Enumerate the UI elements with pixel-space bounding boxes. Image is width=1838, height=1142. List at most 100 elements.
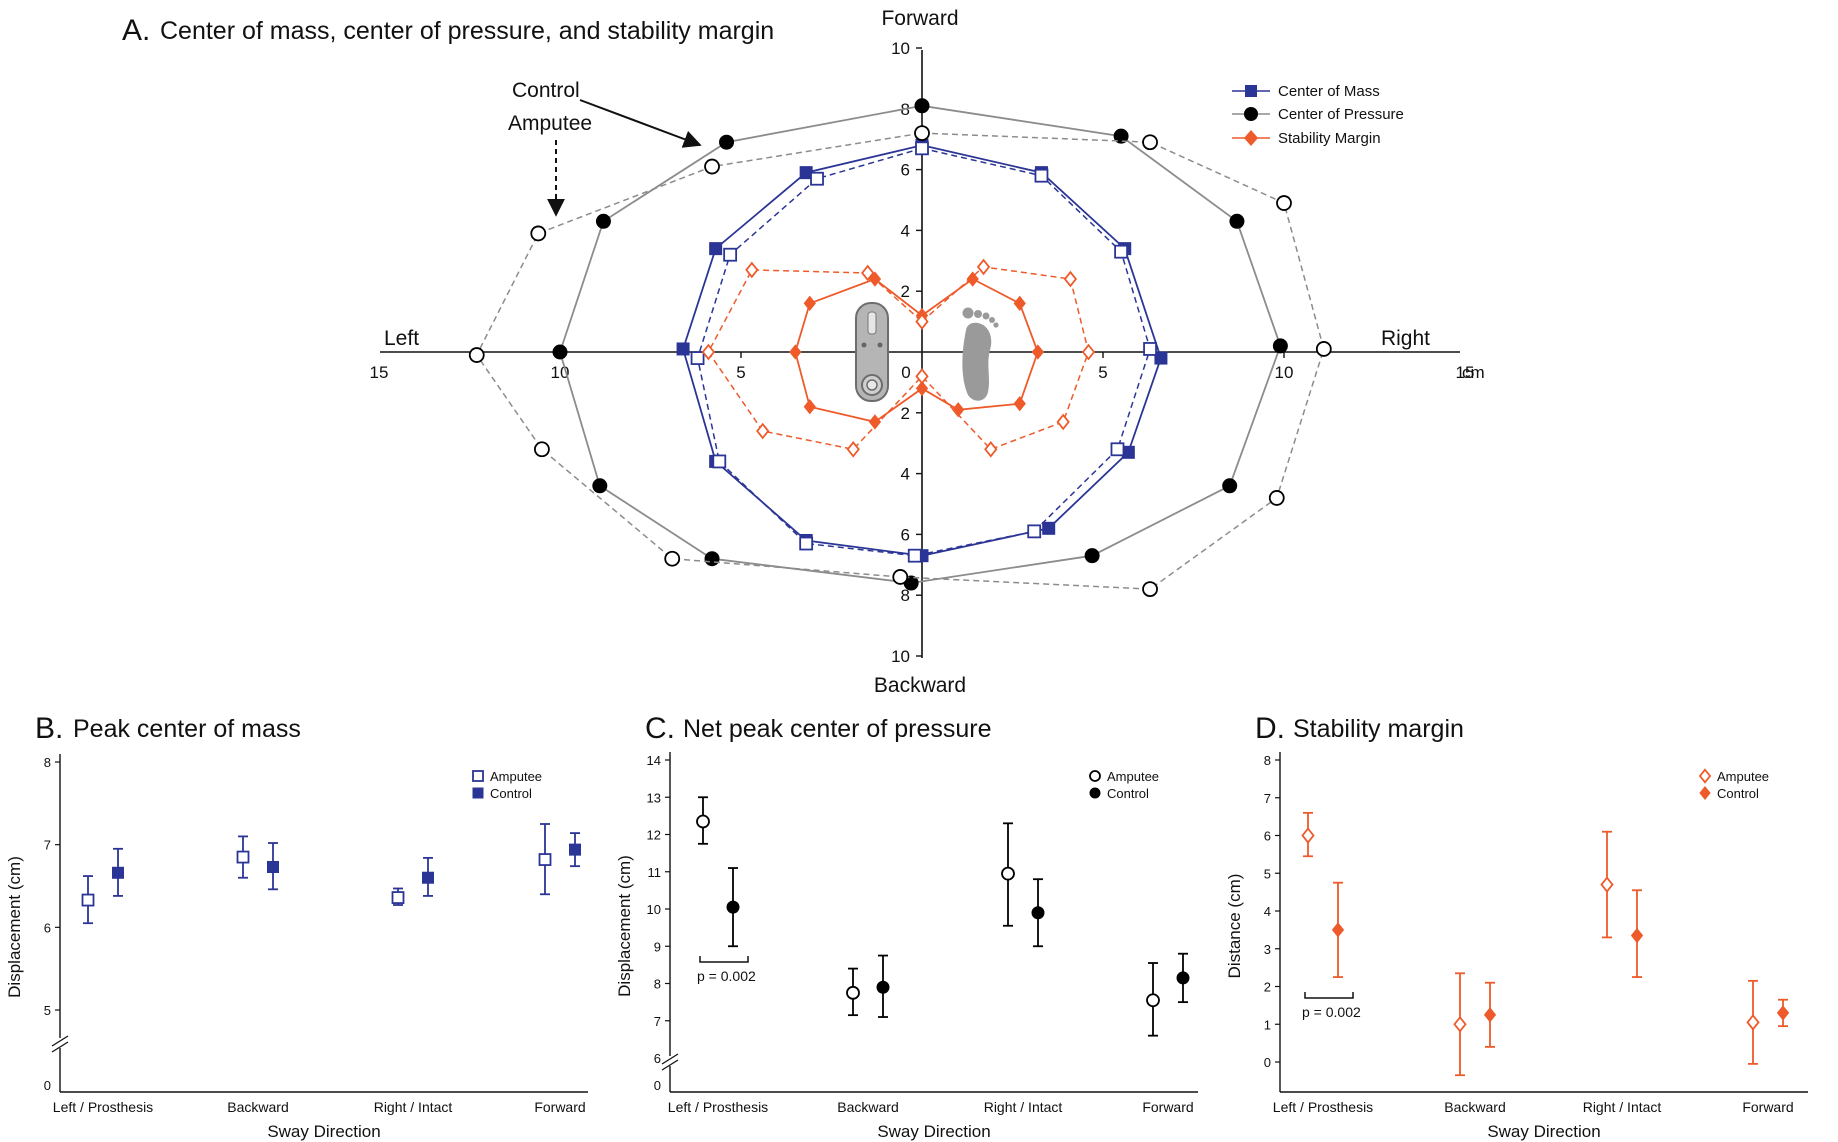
panel-title: Peak center of mass <box>73 715 301 743</box>
center-of-mass-amputee-point <box>1034 168 1049 183</box>
legend-amputee-marker <box>472 770 484 782</box>
category-label: Forward <box>534 1099 585 1115</box>
amputee-point <box>391 891 405 904</box>
center-of-pressure-amputee-point <box>664 550 681 567</box>
category-label: Left / Prosthesis <box>1273 1099 1373 1115</box>
category-label: Right / Intact <box>374 1099 453 1115</box>
center-of-pressure-control-point <box>1084 548 1100 564</box>
x-axis-label: Sway Direction <box>877 1122 990 1141</box>
center-of-pressure-amputee-point <box>914 125 930 142</box>
x-tick-label: 5 <box>1098 363 1107 382</box>
y-tick-label: 5 <box>44 1003 51 1018</box>
y-tick-label: 9 <box>654 939 661 954</box>
center-of-pressure-amputee-point <box>1276 195 1292 211</box>
y-tick-label: 6 <box>1264 829 1271 844</box>
center-of-pressure-control-point <box>914 98 930 114</box>
y-tick-label: 2 <box>1264 980 1271 995</box>
legend-control-marker <box>1089 787 1101 799</box>
x-tick-label: 15 <box>1456 363 1475 382</box>
direction-forward-label: Forward <box>881 7 958 30</box>
stability-margin-amputee-point <box>915 368 929 385</box>
axis-unit-label: cm <box>1462 363 1485 382</box>
axis-break-mark <box>51 1035 69 1047</box>
y-tick-label: 6 <box>44 920 51 935</box>
axis-break-mark <box>51 1041 69 1053</box>
y-tick-label: 4 <box>901 221 910 240</box>
center-of-mass-amputee-point <box>915 141 929 156</box>
control-point <box>267 860 279 873</box>
panel-d-chart: D. Stability margin 8 7 6 5 4 3 2 1 0 Distance (cm)… <box>1225 712 1808 1141</box>
stability-margin-amputee-point <box>1056 413 1070 431</box>
significance-label: p = 0.002 <box>697 968 756 984</box>
center-of-pressure-control-point <box>1113 128 1129 144</box>
direction-backward-label: Backward <box>874 674 966 697</box>
stability-margin-amputee-point <box>701 343 716 361</box>
category-label: Right / Intact <box>1583 1099 1662 1115</box>
control-point <box>569 843 581 856</box>
center-of-pressure-control-point <box>1222 478 1238 494</box>
center-of-pressure-amputee-point <box>534 441 550 458</box>
stability-margin-control-point <box>966 271 979 287</box>
legend-sm-marker <box>1244 130 1258 146</box>
legend-amputee-label: Amputee <box>490 769 542 784</box>
y-tick-label: 2 <box>901 404 910 423</box>
control-point <box>1331 922 1345 938</box>
center-of-mass-amputee-point <box>1027 524 1042 539</box>
y-tick-label: 0 <box>654 1078 661 1093</box>
legend-control-label: Control <box>1717 786 1759 801</box>
panel-title: Stability margin <box>1293 715 1464 743</box>
y-tick-label: 7 <box>44 838 51 853</box>
center-of-mass-control-point <box>1042 521 1056 535</box>
y-tick-label: 8 <box>1264 753 1271 768</box>
y-tick-label: 10 <box>891 647 910 666</box>
center-of-pressure-amputee-point <box>1315 341 1332 357</box>
y-tick-label: 8 <box>901 586 910 605</box>
significance-bracket <box>1304 992 1354 999</box>
center-of-mass-amputee-point <box>907 548 922 563</box>
significance-label: p = 0.002 <box>1302 1004 1361 1020</box>
center-of-pressure-control-point <box>552 344 568 360</box>
foot-icon <box>962 307 999 401</box>
y-tick-label: 6 <box>901 161 910 180</box>
center-of-pressure-control-point <box>1229 213 1245 229</box>
y-tick-label: 0 <box>1264 1055 1271 1070</box>
center-of-mass-amputee-point <box>1143 342 1157 356</box>
control-point <box>726 900 740 914</box>
panel-c-chart: C. Net peak center of pressure 14 13 12 11 10 9… <box>615 712 1198 1141</box>
radar-series <box>468 98 1332 598</box>
center-of-mass-control-point <box>676 342 690 356</box>
stability-margin-amputee-point <box>984 440 998 458</box>
panel-a-radar-chart: A. Center of mass, center of pressure, a… <box>122 7 1485 697</box>
center-of-pressure-control-point <box>704 551 720 567</box>
amputee-point <box>1453 1015 1467 1033</box>
center-of-pressure-amputee-point <box>892 569 909 585</box>
y-axis-label: Displacement (cm) <box>5 856 24 998</box>
center-of-pressure-amputee-point <box>1142 134 1158 151</box>
y-tick-label: 1 <box>1264 1017 1271 1032</box>
axis-break-gap <box>662 1056 678 1066</box>
center-of-pressure-amputee-point <box>1268 490 1285 506</box>
legend-com-label: Center of Mass <box>1278 83 1380 100</box>
stability-margin-amputee-point <box>1081 343 1096 361</box>
category-label: Left / Prosthesis <box>53 1099 153 1115</box>
x-tick-label: 10 <box>1275 363 1294 382</box>
stability-margin-control-point <box>789 344 802 360</box>
amputee-point <box>846 985 860 1000</box>
x-tick-label: 5 <box>736 363 745 382</box>
direction-right-label: Right <box>1381 327 1430 350</box>
center-of-pressure-control-point <box>592 478 608 494</box>
center-of-pressure-control-point <box>1272 338 1288 354</box>
category-label: Forward <box>1742 1099 1793 1115</box>
y-tick-label: 3 <box>1264 942 1271 957</box>
panel-letter: D. <box>1255 712 1285 745</box>
stability-margin-control-point <box>803 295 816 312</box>
legend-cop-marker <box>1244 107 1258 121</box>
center-of-mass-amputee-point <box>810 171 824 186</box>
y-tick-label: 6 <box>901 525 910 544</box>
y-tick-label: 10 <box>647 902 661 917</box>
stability-margin-amputee-point <box>976 258 991 276</box>
stability-margin-amputee-point <box>861 264 875 282</box>
category-label: Backward <box>837 1099 898 1115</box>
center-of-pressure-amputee-line <box>475 132 1325 590</box>
